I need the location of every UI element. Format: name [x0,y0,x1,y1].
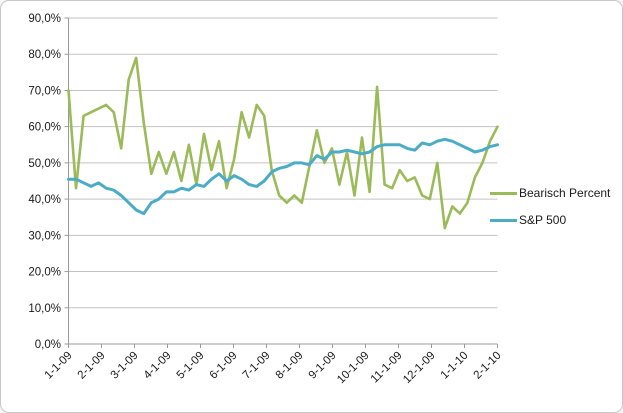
legend-item-bearisch-percent[interactable]: Bearisch Percent [490,184,610,202]
x-axis-label-8-1-09: 8-1-09 [274,350,306,382]
x-axis-label-4-1-09: 4-1-09 [142,350,174,382]
x-axis-label-9-1-09: 9-1-09 [307,350,339,382]
series-line-bearisch-percent [67,56,499,230]
y-axis-label-80: 80,0% [28,49,61,61]
x-axis-label-5-1-09: 5-1-09 [175,350,207,382]
x-axis-label-11-1-09: 11-1-09 [369,350,405,386]
y-axis-label-50: 50,0% [28,158,61,170]
legend-label-bearisch: Bearisch Percent [519,186,611,200]
legend-item-sp500[interactable]: S&P 500 [490,211,610,229]
x-axis-label-1-1-09: 1-1-09 [43,350,75,382]
y-axis-label-70: 70,0% [28,85,61,97]
legend-line-swatch-bearisch [490,191,517,195]
x-axis-label-2-1-10: 2-1-10 [472,350,504,382]
y-axis-label-90: 90,0% [28,13,61,25]
x-axis-label-12-1-09: 12-1-09 [401,350,438,387]
x-axis-label-10-1-09: 10-1-09 [335,350,372,387]
y-axis-label-40: 40,0% [28,194,61,206]
legend-label-sp500: S&P 500 [519,213,567,227]
x-axis-label-1-1-10: 1-1-10 [439,350,471,382]
y-axis-label-20: 20,0% [28,267,61,279]
series-line-s-p-500 [67,137,499,216]
y-axis-label-10: 10,0% [28,303,61,315]
x-axis-label-6-1-09: 6-1-09 [208,350,240,382]
x-axis-label-3-1-09: 3-1-09 [109,350,141,382]
y-axis-label-0: 0,0% [35,339,61,351]
x-axis-label-7-1-09: 7-1-09 [241,350,273,382]
legend: Bearisch Percent S&P 500 [490,184,610,229]
legend-line-swatch-sp500 [490,218,517,222]
x-axis-label-2-1-09: 2-1-09 [76,350,108,382]
y-axis-label-30: 30,0% [28,230,61,242]
y-axis-label-60: 60,0% [28,122,61,134]
